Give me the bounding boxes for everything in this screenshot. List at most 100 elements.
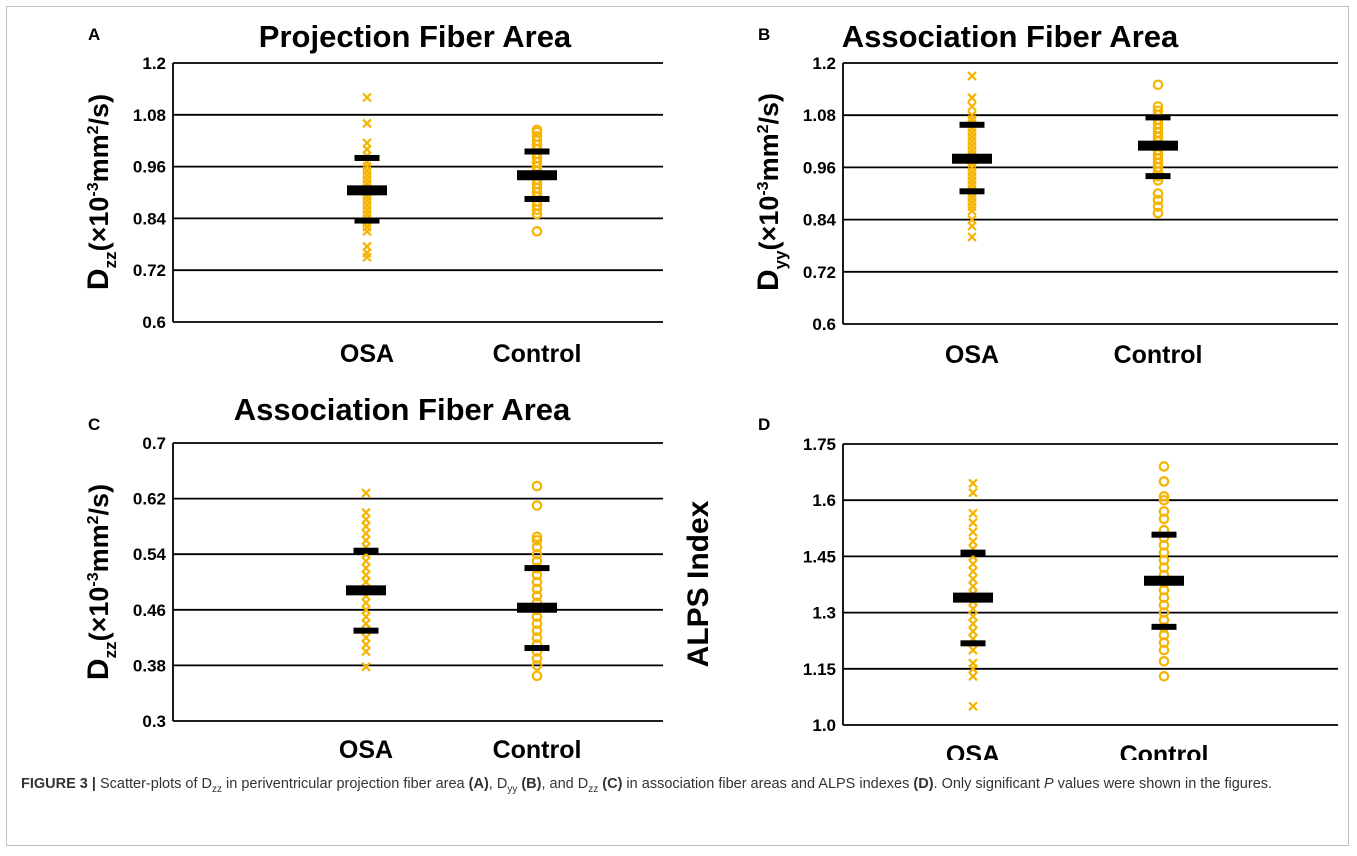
y-label-unit: mm (84, 524, 114, 572)
data-point-stroke (361, 639, 371, 650)
y-tick-label: 0.3 (142, 712, 166, 731)
data-point-stroke (361, 570, 371, 580)
y-tick-label: 1.15 (803, 660, 836, 679)
data-point (968, 664, 978, 674)
caption-text: in periventricular projection fiber area (222, 776, 469, 792)
y-label-main: D (82, 658, 115, 680)
data-point-stroke (968, 626, 978, 637)
data-point-stroke (361, 646, 371, 657)
data-point (968, 559, 978, 569)
data-point-stroke (968, 508, 978, 519)
data-point-stroke (361, 507, 371, 518)
x-category-label: OSA (946, 741, 1000, 760)
y-label-sup: 2 (755, 124, 772, 133)
chart-title: Association Fiber Area (842, 19, 1179, 54)
data-point-stroke (968, 487, 978, 498)
y-label-unit: (×10 (84, 587, 114, 642)
data-point-stroke (968, 559, 978, 569)
panel-letter: B (758, 25, 770, 44)
mean-bar (517, 170, 557, 181)
y-tick-label: 0.62 (133, 490, 166, 509)
y-label-unit: mm (84, 134, 114, 182)
data-point (361, 488, 371, 498)
y-tick-label: 1.3 (812, 604, 836, 623)
caption-subscript: zz (212, 783, 223, 795)
data-point-stroke (362, 226, 372, 237)
data-point (1152, 188, 1164, 199)
y-tick-label: 0.6 (142, 313, 166, 332)
y-label-sub: yy (771, 250, 790, 269)
data-point-stroke (967, 232, 977, 242)
data-point-stroke (968, 611, 978, 622)
data-point (361, 535, 371, 546)
caption-text: , D (488, 776, 508, 792)
y-label-sup: 2 (85, 125, 102, 134)
sd-lower-bar (524, 645, 550, 652)
data-point-stroke (968, 581, 978, 592)
data-point-stroke (968, 527, 978, 537)
data-point (967, 101, 977, 112)
data-point (361, 662, 371, 672)
figure-panels: A Projection Fiber Area 1.2 1.08 0.96 0.84 0.7… (82, 19, 1338, 760)
data-point (967, 206, 977, 216)
y-axis-label: Dzz(×10-3mm2/s) (82, 484, 120, 680)
data-point (967, 221, 977, 231)
sd-upper-bar (353, 547, 379, 554)
y-tick-label: 0.6 (812, 315, 836, 334)
y-label-sub: zz (101, 641, 120, 658)
panel-c: C Association Fiber Area 0.7 0.62 0.54 0.46 0.… (82, 392, 663, 760)
data-point (968, 536, 978, 547)
data-point (968, 566, 978, 577)
data-point-stroke (361, 577, 371, 587)
data-point-stroke (361, 598, 371, 608)
figure-caption: FIGURE 3 | Scatter-plots of Dzz in periv… (21, 774, 1331, 794)
y-tick-label: 1.2 (142, 54, 166, 73)
data-point-stroke (967, 101, 977, 112)
mean-bar (953, 592, 993, 603)
y-tick-label: 0.72 (133, 261, 166, 280)
y-axis-label: ALPS Index (682, 500, 715, 667)
data-point-stroke (361, 611, 371, 622)
data-point (967, 71, 977, 81)
y-label-unit: /s) (84, 484, 114, 516)
data-point-stroke (361, 556, 371, 566)
mean-bar (1138, 140, 1178, 151)
data-point-stroke (362, 92, 372, 103)
y-label-main: D (752, 269, 785, 291)
data-point (531, 653, 543, 664)
data-point (1152, 79, 1164, 91)
data-point (968, 626, 978, 637)
data-point (361, 605, 371, 615)
y-label-unit: (×10 (754, 196, 784, 251)
y-label-unit: /s) (754, 93, 784, 125)
caption-panel-ref: (A) (468, 776, 489, 792)
caption-italic-p: P (1043, 776, 1054, 792)
data-point (1152, 194, 1164, 206)
caption-subscript: yy (507, 783, 518, 795)
y-label-unit: mm (754, 133, 784, 181)
data-point-stroke (968, 517, 978, 528)
data-point (531, 531, 543, 543)
y-tick-label: 1.0 (812, 716, 836, 735)
panel-a: A Projection Fiber Area 1.2 1.08 0.96 0.84 0.7… (82, 19, 663, 368)
caption-label: FIGURE 3 | (21, 776, 96, 792)
sd-upper-bar (959, 121, 985, 128)
sd-lower-bar (353, 627, 379, 634)
data-point (968, 574, 978, 584)
data-point (361, 563, 371, 573)
x-category-label: OSA (340, 340, 394, 368)
data-point-stroke (968, 604, 978, 614)
data-point (968, 611, 978, 622)
x-category-label: OSA (339, 736, 393, 760)
caption-text: , and D (541, 776, 589, 792)
data-point (361, 632, 371, 643)
sd-upper-bar (1151, 531, 1177, 538)
data-point-stroke (361, 618, 371, 629)
y-tick-label: 0.96 (803, 158, 836, 177)
data-point (531, 480, 543, 492)
x-category-label: Control (1120, 741, 1209, 760)
data-point-stroke (361, 528, 371, 539)
sd-lower-bar (960, 640, 986, 647)
y-tick-label: 0.7 (142, 434, 166, 453)
x-category-label: Control (1114, 341, 1203, 369)
